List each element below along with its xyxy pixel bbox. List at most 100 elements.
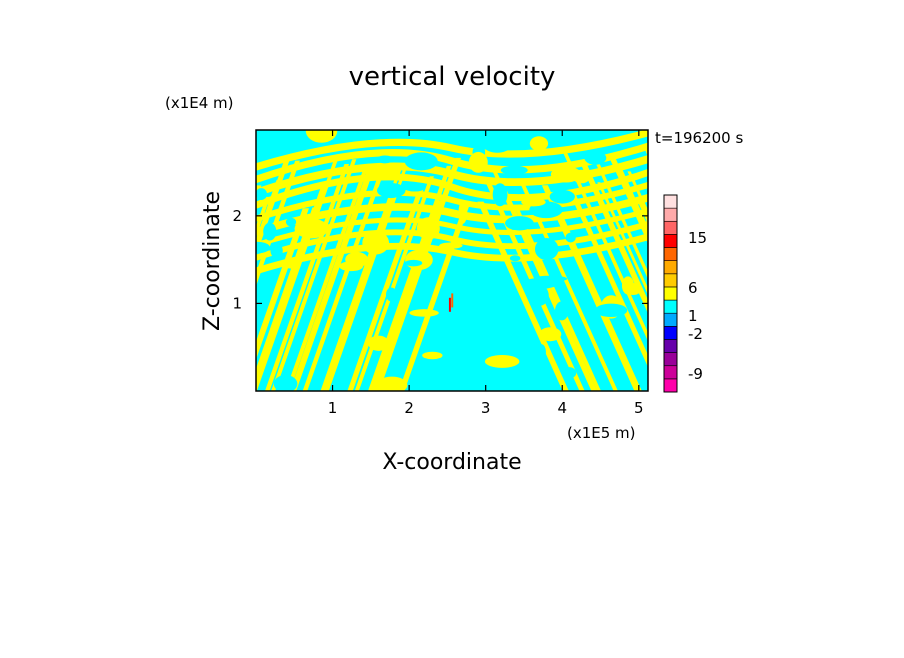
velocity-cell bbox=[368, 335, 389, 351]
colorbar-tick-label: 1 bbox=[688, 307, 698, 325]
colorbar-swatch bbox=[663, 260, 678, 275]
positive-velocity-band bbox=[256, 168, 648, 209]
velocity-cell bbox=[405, 249, 433, 270]
positive-velocity-band bbox=[502, 191, 598, 391]
positive-velocity-band bbox=[664, 175, 770, 401]
velocity-cell bbox=[529, 136, 549, 151]
velocity-cell bbox=[305, 130, 338, 143]
colorbar-tick-label: 6 bbox=[688, 279, 698, 297]
velocity-cell bbox=[273, 375, 298, 391]
plot-frame bbox=[255, 129, 649, 392]
chart-title: vertical velocity bbox=[349, 62, 556, 92]
velocity-cell bbox=[537, 344, 546, 360]
y-axis-ticks: 12 bbox=[232, 207, 648, 312]
colorbar-frame bbox=[663, 194, 678, 393]
x-tick-label: 1 bbox=[328, 399, 338, 417]
velocity-cell bbox=[376, 376, 408, 391]
colorbar-swatch bbox=[663, 194, 678, 209]
colorbar-swatch bbox=[663, 273, 678, 288]
velocity-cell bbox=[521, 197, 546, 207]
positive-velocity-band bbox=[256, 220, 648, 261]
colorbar-swatch bbox=[663, 207, 678, 222]
velocity-cell bbox=[456, 377, 483, 391]
colorbar-swatch bbox=[663, 247, 678, 261]
velocity-cell bbox=[256, 241, 271, 254]
velocity-cell bbox=[263, 222, 277, 241]
velocity-cell bbox=[345, 251, 369, 268]
velocity-cell bbox=[539, 327, 562, 342]
velocity-cell bbox=[565, 232, 576, 243]
positive-velocity-band bbox=[373, 157, 462, 391]
y-axis-label: Z-coordinate bbox=[200, 191, 225, 331]
colorbar-tick-label: -2 bbox=[688, 325, 703, 343]
velocity-cell bbox=[362, 231, 390, 255]
velocity-cell bbox=[584, 151, 607, 165]
positive-velocity-band bbox=[256, 233, 648, 275]
velocity-cell bbox=[422, 351, 443, 360]
positive-velocity-band bbox=[551, 197, 642, 391]
colorbar-swatch bbox=[663, 299, 678, 314]
velocity-cell bbox=[534, 237, 559, 261]
velocity-cell bbox=[505, 216, 534, 231]
velocity-cell bbox=[376, 155, 394, 164]
velocity-cell bbox=[416, 217, 440, 240]
velocity-cell bbox=[621, 276, 634, 295]
x-tick-label: 3 bbox=[481, 399, 491, 417]
colorbar-tick-label: -9 bbox=[688, 365, 703, 383]
velocity-cell bbox=[428, 321, 439, 335]
colorbar-swatch bbox=[663, 234, 678, 248]
positive-velocity-band bbox=[645, 150, 648, 157]
velocity-cell bbox=[294, 218, 329, 239]
positive-velocity-band bbox=[153, 157, 243, 401]
strong-updraft-cell bbox=[451, 293, 454, 308]
positive-velocity-band bbox=[256, 130, 648, 171]
velocity-cell bbox=[484, 140, 511, 153]
velocity-cell bbox=[554, 301, 569, 321]
colorbar-swatch bbox=[663, 220, 678, 235]
velocity-cell bbox=[561, 367, 577, 379]
colorbar-swatch bbox=[663, 365, 678, 380]
velocity-cell bbox=[404, 259, 423, 267]
x-tick-label: 4 bbox=[557, 399, 567, 417]
velocity-cell bbox=[550, 166, 582, 183]
colorbar-swatch bbox=[663, 339, 678, 353]
velocity-cell bbox=[385, 287, 397, 302]
x-tick-label: 5 bbox=[634, 399, 644, 417]
velocity-cell bbox=[364, 163, 399, 181]
positive-velocity-band bbox=[271, 159, 357, 391]
velocity-cell bbox=[484, 355, 520, 368]
positive-velocity-band bbox=[256, 181, 648, 222]
velocity-cell bbox=[500, 165, 528, 175]
positive-velocity-band bbox=[256, 142, 648, 184]
velocity-cell bbox=[284, 262, 299, 269]
positive-velocity-band bbox=[256, 193, 648, 236]
velocity-cell bbox=[439, 242, 463, 249]
x-tick-label: 2 bbox=[404, 399, 414, 417]
velocity-cell bbox=[285, 217, 297, 227]
colorbar-swatch bbox=[663, 326, 678, 340]
velocity-cell bbox=[404, 152, 438, 171]
y-tick-label: 1 bbox=[232, 294, 242, 312]
time-label: t=196200 s bbox=[655, 129, 743, 147]
colorbar-swatch bbox=[663, 378, 678, 393]
positive-velocity-band bbox=[347, 188, 424, 391]
y-tick-label: 2 bbox=[232, 207, 242, 225]
velocity-cell bbox=[270, 243, 283, 259]
velocity-cell bbox=[383, 191, 399, 199]
velocity-cell bbox=[423, 130, 449, 135]
velocity-cell bbox=[549, 189, 575, 204]
positive-velocity-band bbox=[477, 201, 569, 391]
x-axis-ticks: 1 2 3 4 5 bbox=[328, 130, 644, 417]
velocity-cell bbox=[450, 261, 476, 275]
positive-velocity-band bbox=[264, 163, 350, 391]
velocity-cell bbox=[529, 284, 549, 306]
x-unit-label: (x1E5 m) bbox=[567, 424, 636, 442]
colorbar-tick-label: 15 bbox=[688, 229, 707, 247]
colorbar-swatch bbox=[663, 286, 678, 301]
strong-updraft-cell bbox=[448, 297, 451, 312]
velocity-cell bbox=[409, 309, 439, 317]
velocity-cell bbox=[533, 275, 568, 282]
velocity-cell bbox=[256, 188, 267, 200]
y-unit-label: (x1E4 m) bbox=[165, 94, 234, 112]
colorbar: 15 6 1-2 -9 bbox=[663, 194, 707, 393]
